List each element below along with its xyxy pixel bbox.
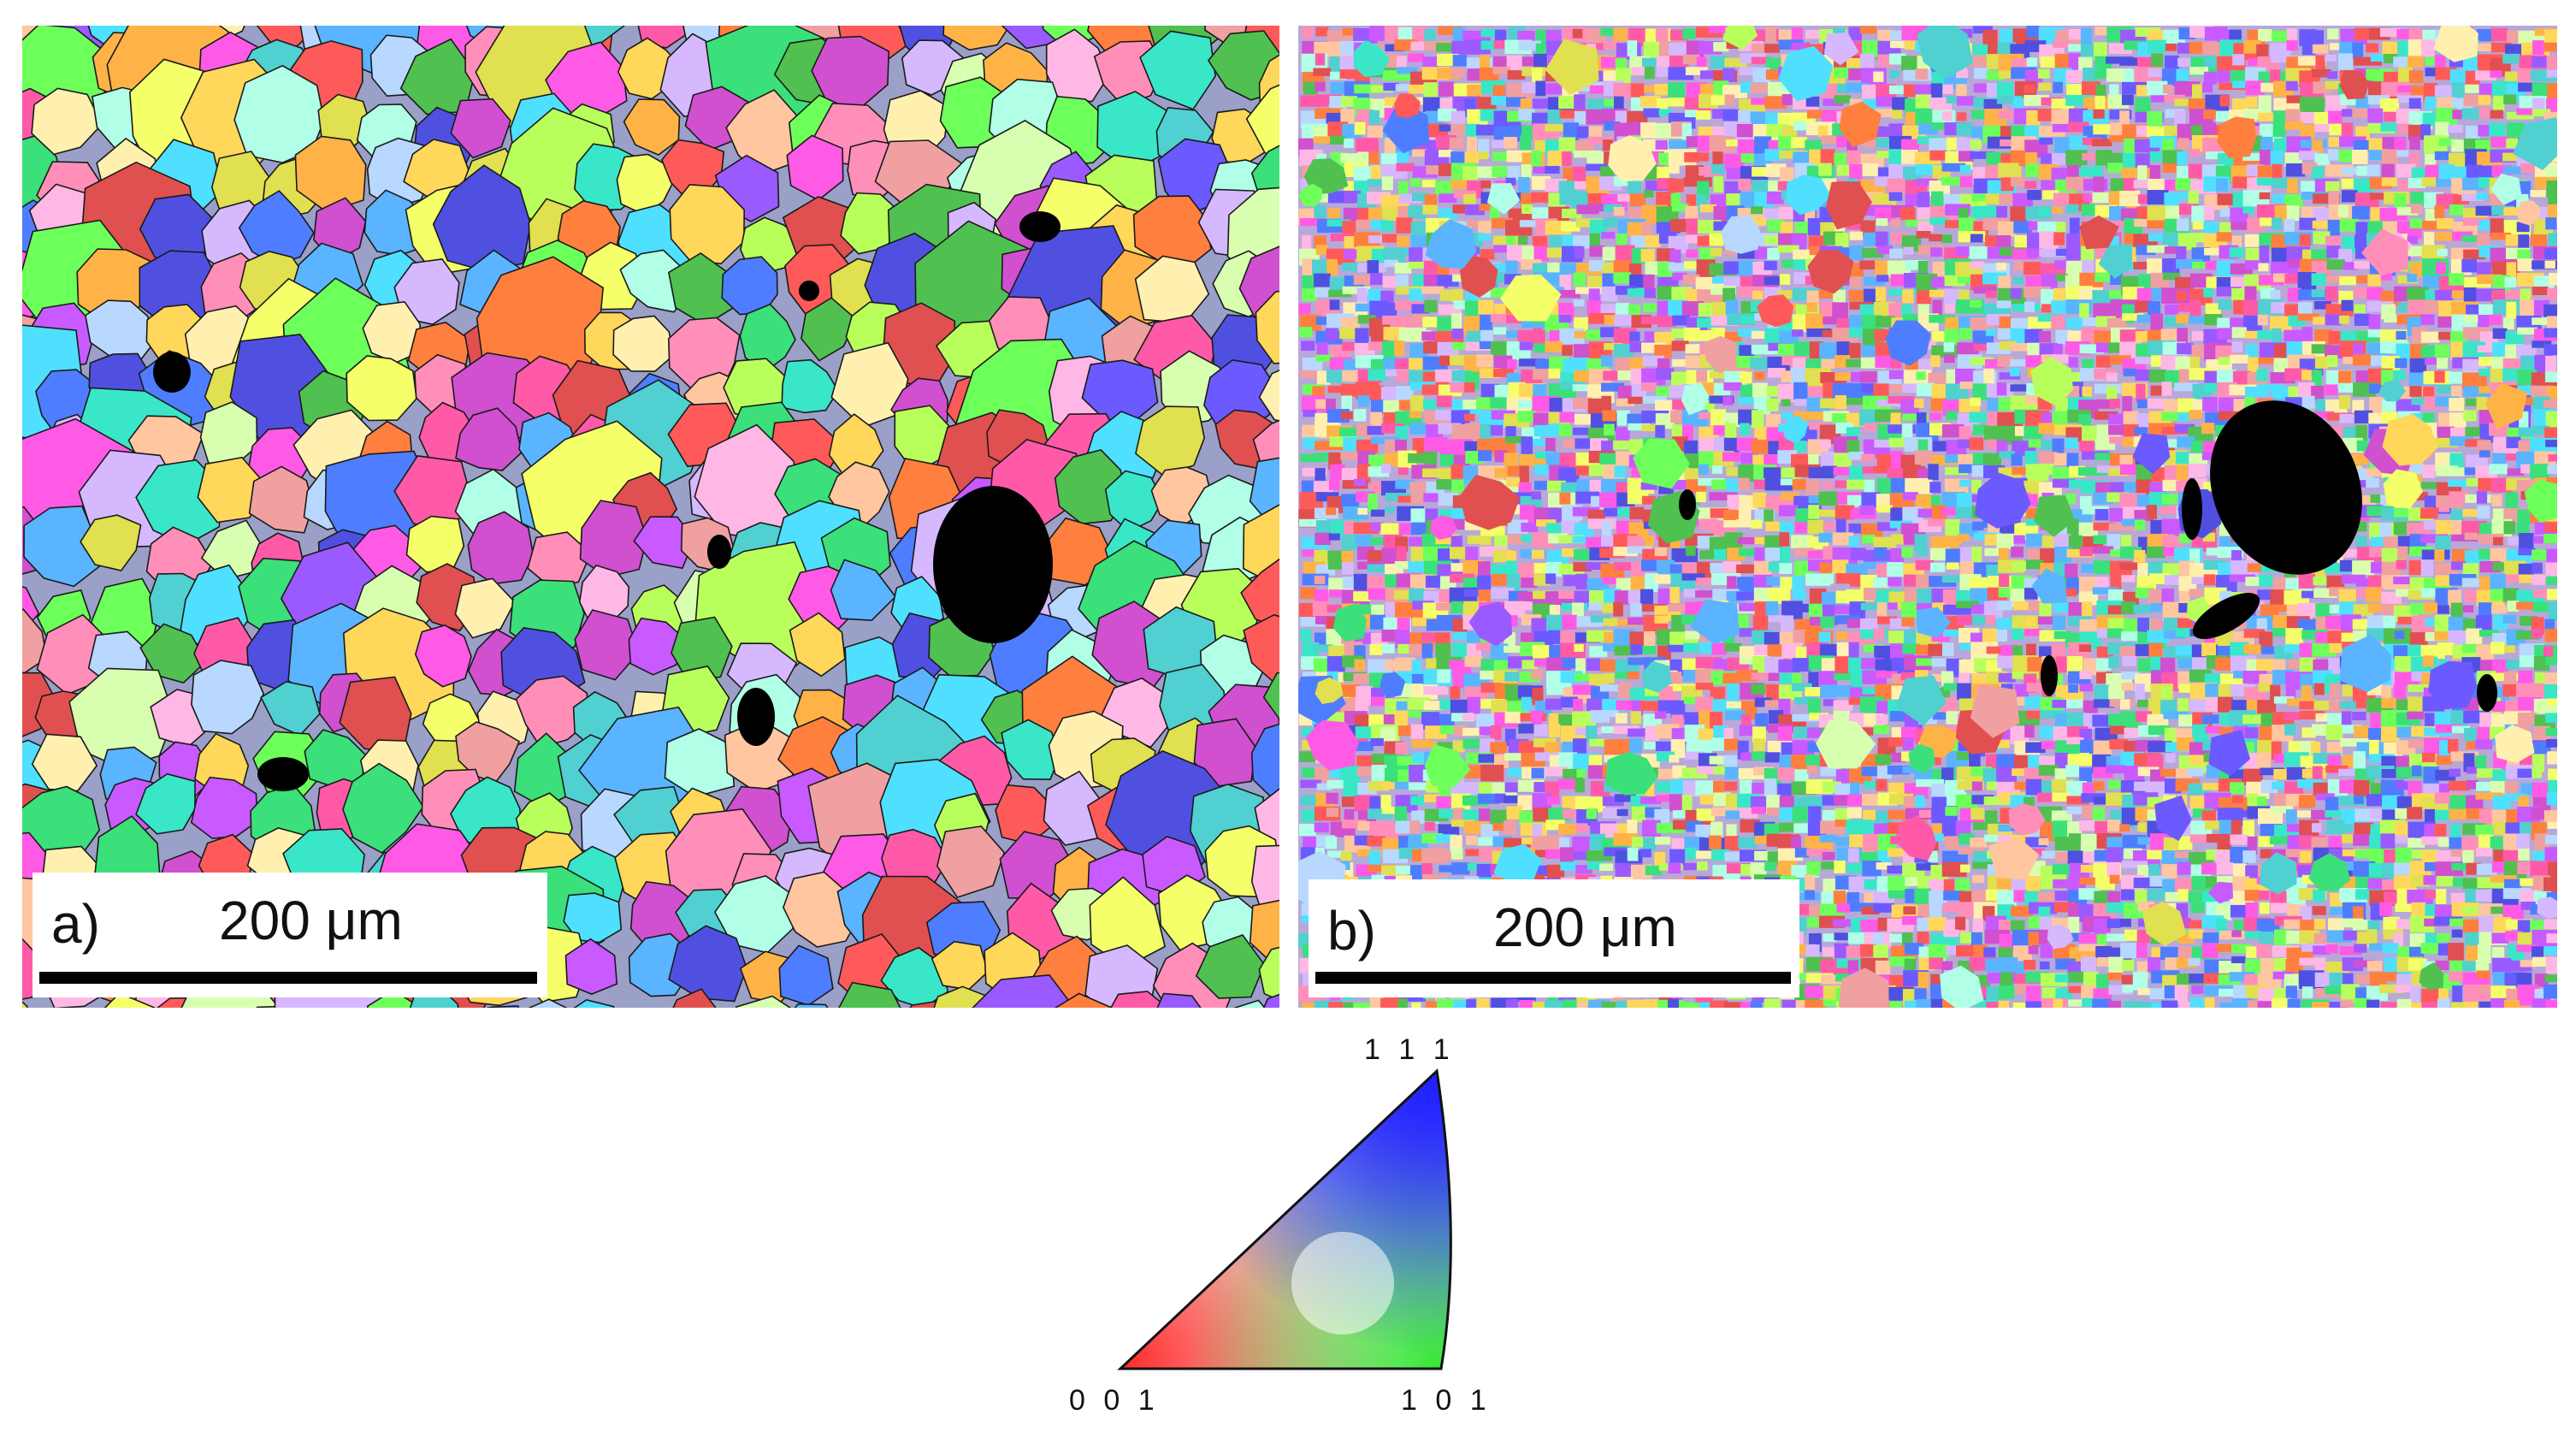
scale-caption-box: a) 200 μm — [32, 873, 547, 997]
ebsd-map-fine-panel: b) 200 μm — [1298, 26, 2557, 1008]
ebsd-map-coarse-panel: a) 200 μm — [22, 26, 1279, 1008]
scale-caption-box: b) 200 μm — [1309, 879, 1799, 997]
ebsd-map-coarse-image — [22, 26, 1279, 1008]
panel-label: a) — [51, 893, 100, 955]
ipf-label-101: 1 0 1 — [1401, 1384, 1492, 1417]
scale-bar-label: 200 μm — [1493, 897, 1677, 958]
ebsd-map-fine-image — [1298, 26, 2557, 1008]
ipf-label-001: 0 0 1 — [1069, 1384, 1160, 1417]
scale-bar — [39, 972, 537, 984]
scale-bar — [1315, 972, 1791, 984]
panel-label: b) — [1327, 900, 1376, 962]
ipf-color-key-legend: 1 1 1 0 0 1 1 0 1 — [1069, 1033, 1492, 1417]
ipf-label-111: 1 1 1 — [1364, 1033, 1455, 1066]
ipf-triangle-outline — [1117, 1068, 1452, 1370]
scale-bar-label: 200 μm — [219, 890, 403, 951]
